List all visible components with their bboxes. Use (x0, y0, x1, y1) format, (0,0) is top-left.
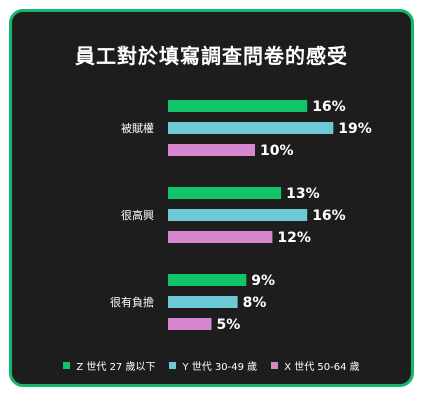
bar (168, 318, 212, 330)
legend-swatch (63, 362, 71, 369)
bar (168, 187, 282, 199)
legend-label: X 世代 50-64 歲 (284, 362, 360, 373)
data-label: 16% (312, 99, 346, 115)
data-label: 12% (277, 230, 311, 246)
category-label: 很高興 (121, 208, 154, 222)
bar (168, 231, 273, 243)
bar (168, 144, 255, 156)
data-label: 8% (243, 295, 267, 311)
data-label: 5% (217, 317, 241, 333)
category-label: 很有負擔 (110, 295, 154, 309)
data-label: 19% (338, 121, 372, 137)
bar (168, 274, 247, 286)
bar (168, 122, 334, 134)
chart-title: 員工對於填寫調查問卷的感受 (75, 44, 348, 68)
bar (168, 296, 238, 308)
data-label: 13% (286, 186, 320, 202)
legend-swatch (169, 362, 177, 369)
legend-label: Y 世代 30-49 歲 (182, 362, 258, 373)
category-label: 被賦權 (121, 122, 154, 135)
bar (168, 100, 308, 112)
bar (168, 209, 308, 221)
legend-label: Z 世代 27 歲以下 (76, 362, 156, 373)
legend-item: X 世代 50-64 歲 (271, 358, 360, 373)
data-label: 9% (251, 273, 275, 289)
chart-card: 員工對於填寫調查問卷的感受 被賦權 16% 19% 10% 很高興 13% 16% 12% 很有… (9, 9, 414, 387)
legend-item: Z 世代 27 歲以下 (63, 358, 155, 373)
legend-item: Y 世代 30-49 歲 (169, 358, 257, 373)
chart-legend: Z 世代 27 歲以下 Y 世代 30-49 歲 X 世代 50-64 歲 (12, 358, 411, 373)
data-label: 10% (260, 143, 294, 159)
legend-swatch (271, 362, 279, 369)
data-label: 16% (312, 208, 346, 224)
